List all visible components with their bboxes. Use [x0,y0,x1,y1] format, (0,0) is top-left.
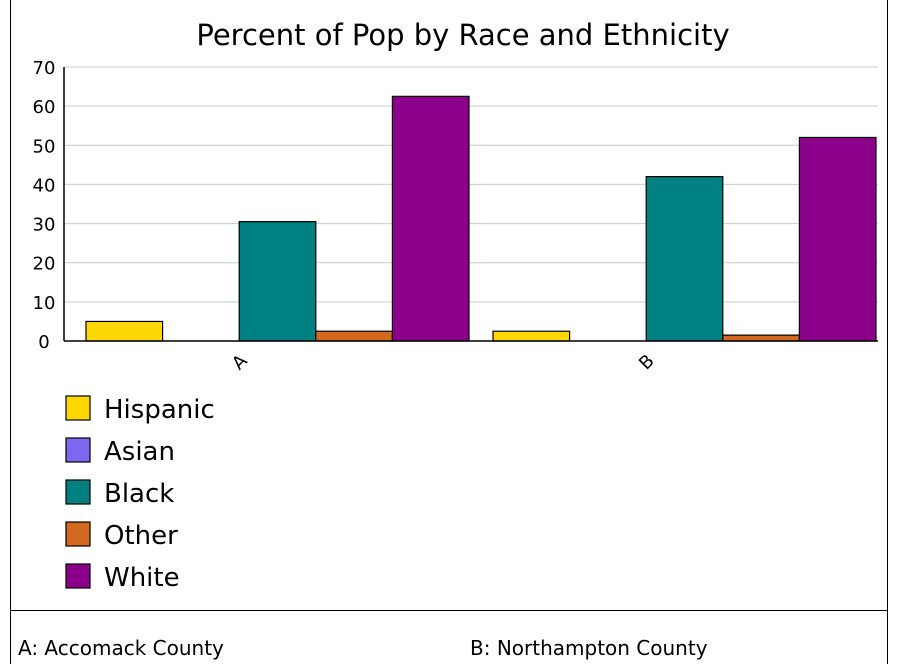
footnote-a: A: Accomack County [18,636,224,660]
bar-black-b [645,176,724,342]
legend-label-black: Black [104,479,174,509]
x-tick-label: B [635,351,659,375]
legend-swatch-white [65,563,91,589]
legend-swatch-asian [65,437,91,463]
bars [85,95,877,342]
y-tick-label: 40 [33,175,56,196]
legend-label-white: White [104,563,180,593]
legend-label-other: Other [104,521,178,551]
bar-hispanic-b [492,330,571,342]
legend-label-hispanic: Hispanic [104,395,215,425]
grid [64,66,878,303]
x-tick-label: A [228,350,252,374]
legend-swatch-other [65,521,91,547]
y-tick-label: 70 [33,58,56,79]
footnote-b: B: Northampton County [470,636,708,660]
chart: Percent of Pop by Race and Ethnicity 0 10… [33,18,878,593]
bar-white-a [391,95,470,342]
legend: Hispanic Asian Black Other White [65,395,215,593]
legend-swatch-black [65,479,91,505]
bar-white-b [798,136,877,342]
y-tick-label: 10 [33,293,56,314]
footer-divider [10,610,888,611]
y-tick-label: 50 [33,136,56,157]
y-tick-label: 20 [33,254,56,275]
chart-title: Percent of Pop by Race and Ethnicity [196,18,729,52]
y-tick-label: 60 [33,97,56,118]
chart-frame [10,0,888,664]
bar-hispanic-a [85,320,164,342]
y-tick-label: 0 [38,332,49,353]
bar-other-b [722,334,800,342]
legend-label-asian: Asian [104,437,175,467]
axes: 0 10 20 30 40 50 60 70 A B [33,58,878,374]
y-tick-label: 30 [33,215,56,236]
bar-black-a [238,221,317,342]
bar-other-a [315,330,393,342]
legend-swatch-hispanic [65,395,91,421]
